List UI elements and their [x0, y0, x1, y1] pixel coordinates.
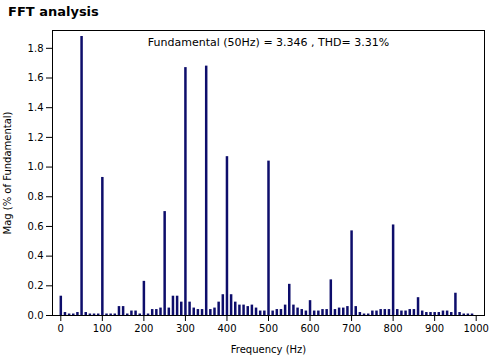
svg-text:Frequency (Hz): Frequency (Hz)	[231, 344, 307, 355]
svg-text:800: 800	[384, 323, 403, 334]
svg-text:1.4: 1.4	[28, 102, 44, 113]
svg-text:700: 700	[342, 323, 361, 334]
svg-text:0.4: 0.4	[28, 250, 44, 261]
svg-text:1.6: 1.6	[28, 72, 44, 83]
svg-text:1000: 1000	[463, 323, 488, 334]
svg-text:0.6: 0.6	[28, 221, 44, 232]
svg-text:0.0: 0.0	[28, 310, 44, 321]
svg-text:100: 100	[93, 323, 112, 334]
svg-text:1.2: 1.2	[28, 132, 44, 143]
svg-text:400: 400	[217, 323, 236, 334]
svg-text:1.8: 1.8	[28, 43, 44, 54]
svg-text:0.2: 0.2	[28, 280, 44, 291]
svg-text:300: 300	[176, 323, 195, 334]
svg-text:Mag (% of Fundamental): Mag (% of Fundamental)	[2, 111, 13, 234]
svg-text:1.0: 1.0	[28, 161, 44, 172]
html-text:FFT analysis: FFT analysis	[8, 4, 99, 19]
svg-text:0: 0	[58, 323, 64, 334]
svg-text:600: 600	[300, 323, 319, 334]
svg-text:900: 900	[425, 323, 444, 334]
svg-text:500: 500	[259, 323, 278, 334]
svg-text:0.8: 0.8	[28, 191, 44, 202]
svg-text:200: 200	[134, 323, 153, 334]
svg-text:Fundamental (50Hz) = 3.346 , T: Fundamental (50Hz) = 3.346 , THD= 3.31%	[148, 36, 389, 49]
